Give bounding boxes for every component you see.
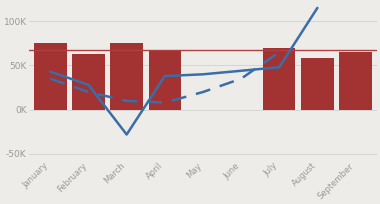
- Bar: [301, 58, 334, 110]
- Bar: [34, 43, 66, 110]
- Bar: [339, 52, 372, 110]
- Bar: [149, 50, 181, 110]
- Bar: [111, 43, 143, 110]
- Bar: [72, 54, 105, 110]
- Bar: [263, 48, 296, 110]
